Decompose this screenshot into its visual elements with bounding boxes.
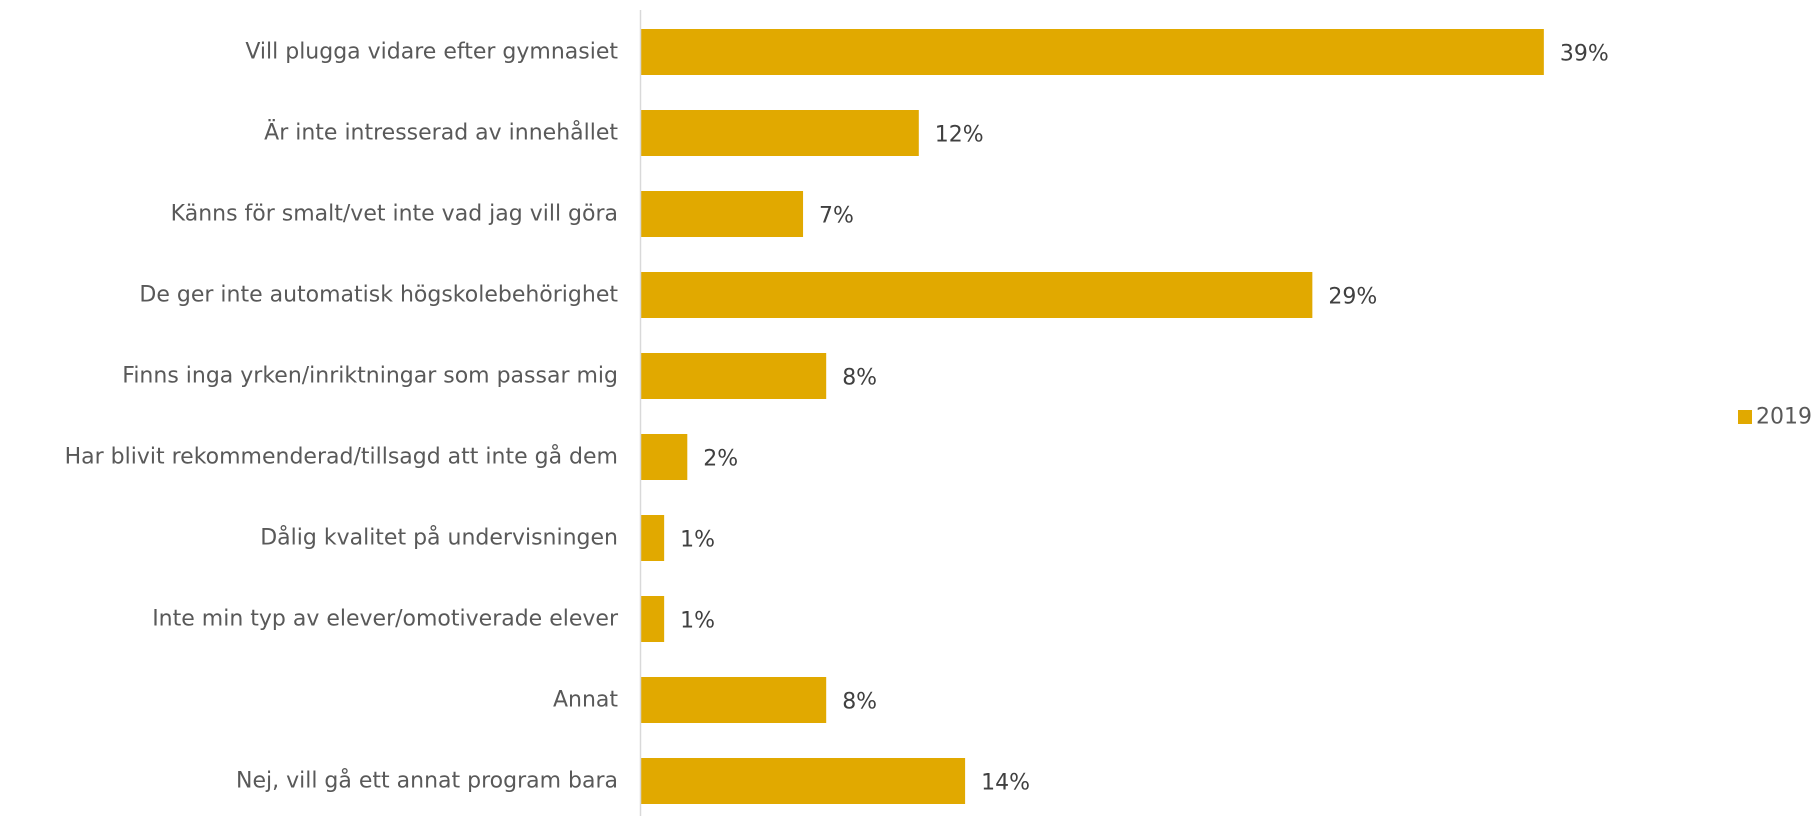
bar-2 bbox=[641, 110, 919, 156]
value-label-7: 1% bbox=[680, 528, 715, 553]
category-label-2: Är inte intresserad av innehållet bbox=[264, 120, 618, 146]
value-label-8: 1% bbox=[680, 609, 715, 634]
category-label-1: Vill plugga vidare efter gymnasiet bbox=[245, 40, 618, 65]
value-label-5: 8% bbox=[842, 366, 877, 391]
value-label-4: 29% bbox=[1328, 285, 1377, 310]
category-label-5: Finns inga yrken/inriktningar som passar… bbox=[122, 364, 618, 389]
bar-10 bbox=[641, 758, 966, 804]
value-labels-group: 39% 12% 7% 29% 8% 2% 1% 1% 8% 14% bbox=[680, 42, 1609, 796]
value-label-6: 2% bbox=[703, 447, 738, 472]
legend-label-2019: 2019 bbox=[1756, 405, 1812, 430]
legend: 2019 bbox=[1738, 405, 1812, 430]
value-label-1: 39% bbox=[1560, 42, 1609, 67]
category-label-7: Dålig kvalitet på undervisningen bbox=[260, 525, 618, 551]
value-label-3: 7% bbox=[819, 204, 854, 229]
bar-1 bbox=[641, 29, 1544, 75]
bars-group bbox=[641, 29, 1544, 804]
value-label-10: 14% bbox=[981, 771, 1030, 796]
value-label-2: 12% bbox=[935, 123, 984, 148]
value-label-9: 8% bbox=[842, 690, 877, 715]
category-labels-group: Vill plugga vidare efter gymnasiet Är int… bbox=[65, 40, 619, 794]
category-label-4: De ger inte automatisk högskolebehörighe… bbox=[139, 283, 618, 308]
bar-4 bbox=[641, 272, 1313, 318]
bar-8 bbox=[641, 596, 665, 642]
bar-6 bbox=[641, 434, 688, 480]
bar-5 bbox=[641, 353, 827, 399]
category-label-6: Har blivit rekommenderad/tillsagd att in… bbox=[65, 444, 618, 470]
legend-swatch bbox=[1738, 410, 1752, 424]
category-label-8: Inte min typ av elever/omotiverade eleve… bbox=[152, 607, 619, 632]
category-label-10: Nej, vill gå ett annat program bara bbox=[236, 768, 618, 794]
category-label-9: Annat bbox=[553, 688, 618, 713]
bar-7 bbox=[641, 515, 665, 561]
bar-9 bbox=[641, 677, 827, 723]
category-label-3: Känns för smalt/vet inte vad jag vill gö… bbox=[171, 202, 618, 227]
bar-3 bbox=[641, 191, 804, 237]
